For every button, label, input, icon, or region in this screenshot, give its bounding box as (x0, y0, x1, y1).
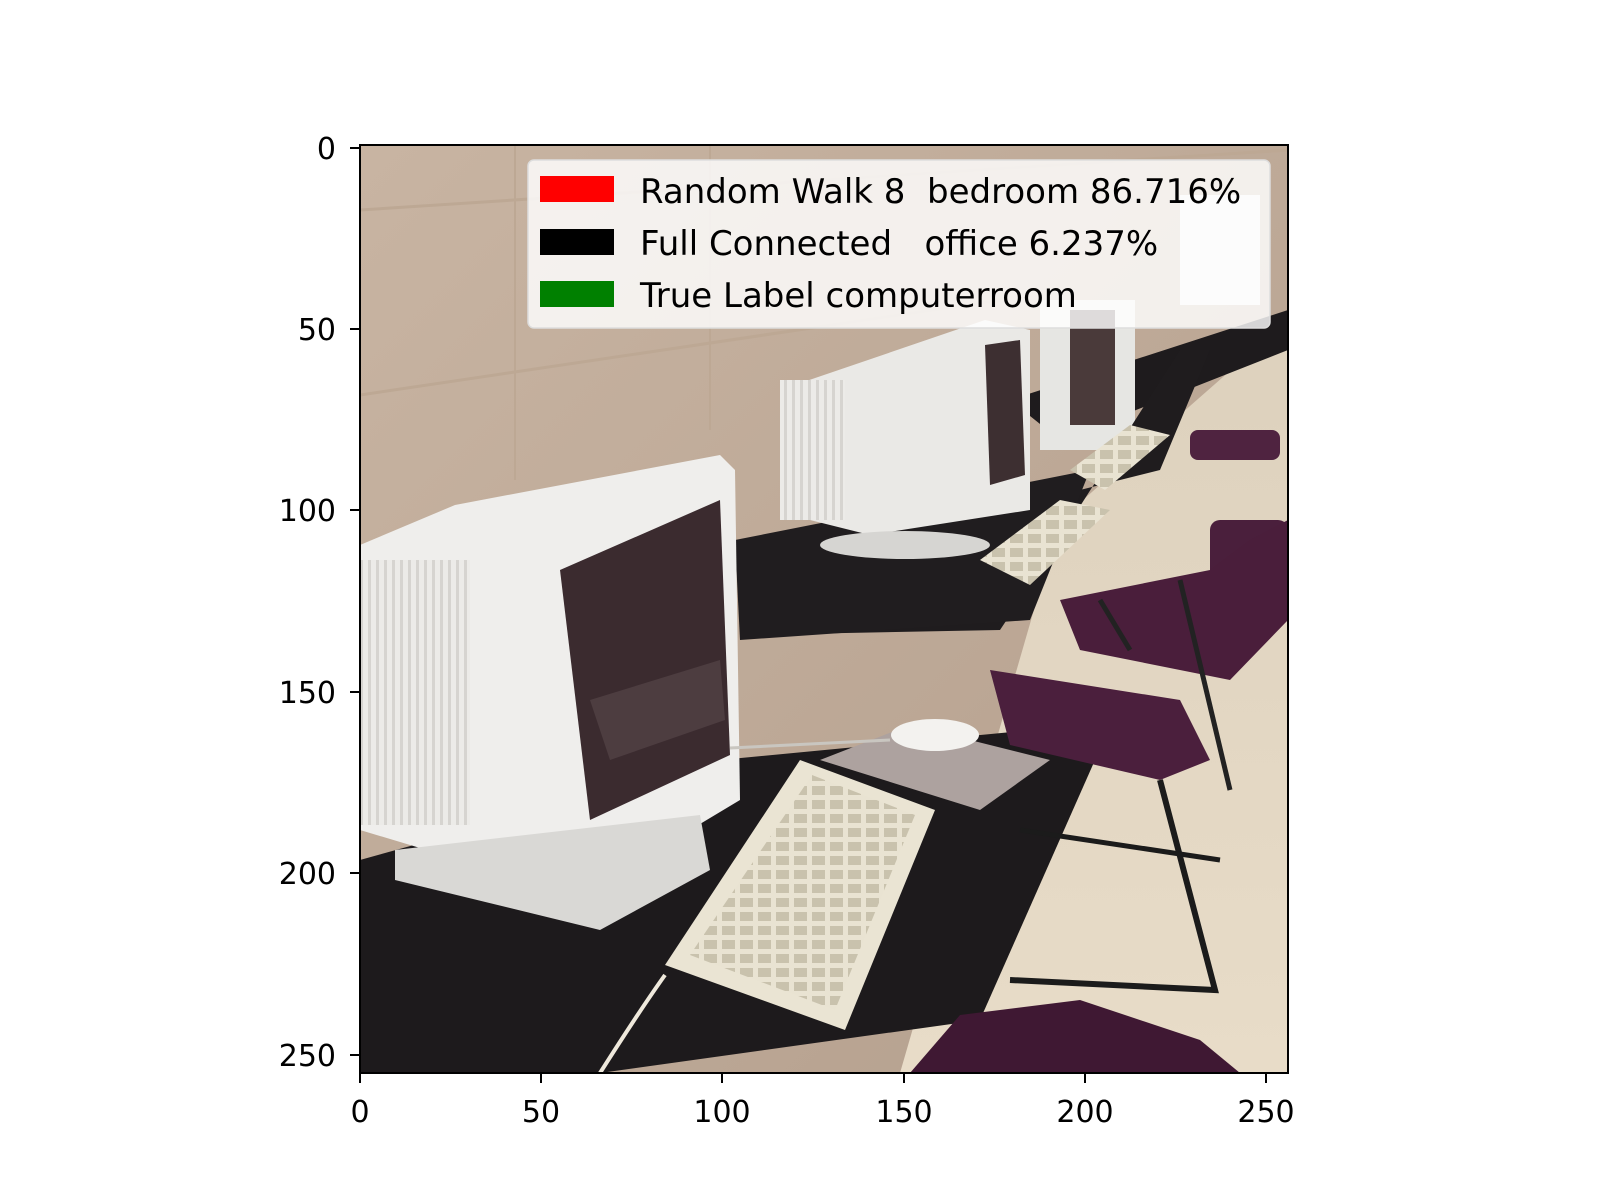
legend-label-random-walk: Random Walk 8 bedroom 86.716% (640, 172, 1241, 212)
legend-swatch-random-walk (540, 176, 614, 202)
y-tick-label: 200 (279, 857, 336, 892)
x-tick-label: 150 (875, 1095, 932, 1130)
y-tick-label: 250 (279, 1039, 336, 1074)
y-tick-label: 50 (298, 313, 336, 348)
x-tick-label: 100 (693, 1095, 750, 1130)
x-tick-label: 0 (350, 1095, 369, 1130)
y-tick-label: 100 (279, 494, 336, 529)
x-tick-label: 250 (1237, 1095, 1294, 1130)
legend: Random Walk 8 bedroom 86.716% Full Conne… (527, 159, 1271, 329)
y-tick-label: 0 (317, 132, 336, 167)
x-tick-label: 200 (1056, 1095, 1113, 1130)
plot-frame (359, 144, 1289, 1074)
legend-label-full-connected: Full Connected office 6.237% (640, 224, 1158, 264)
x-tick-label: 50 (522, 1095, 560, 1130)
x-axis: 0 50 100 150 200 250 (350, 1073, 1295, 1130)
y-tick-label: 150 (279, 676, 336, 711)
y-axis: 0 50 100 150 200 250 (279, 132, 360, 1074)
legend-swatch-true-label (540, 281, 614, 307)
legend-box (527, 159, 1271, 329)
legend-swatch-full-connected (540, 229, 614, 255)
legend-label-true-label: True Label computerroom (639, 276, 1077, 316)
